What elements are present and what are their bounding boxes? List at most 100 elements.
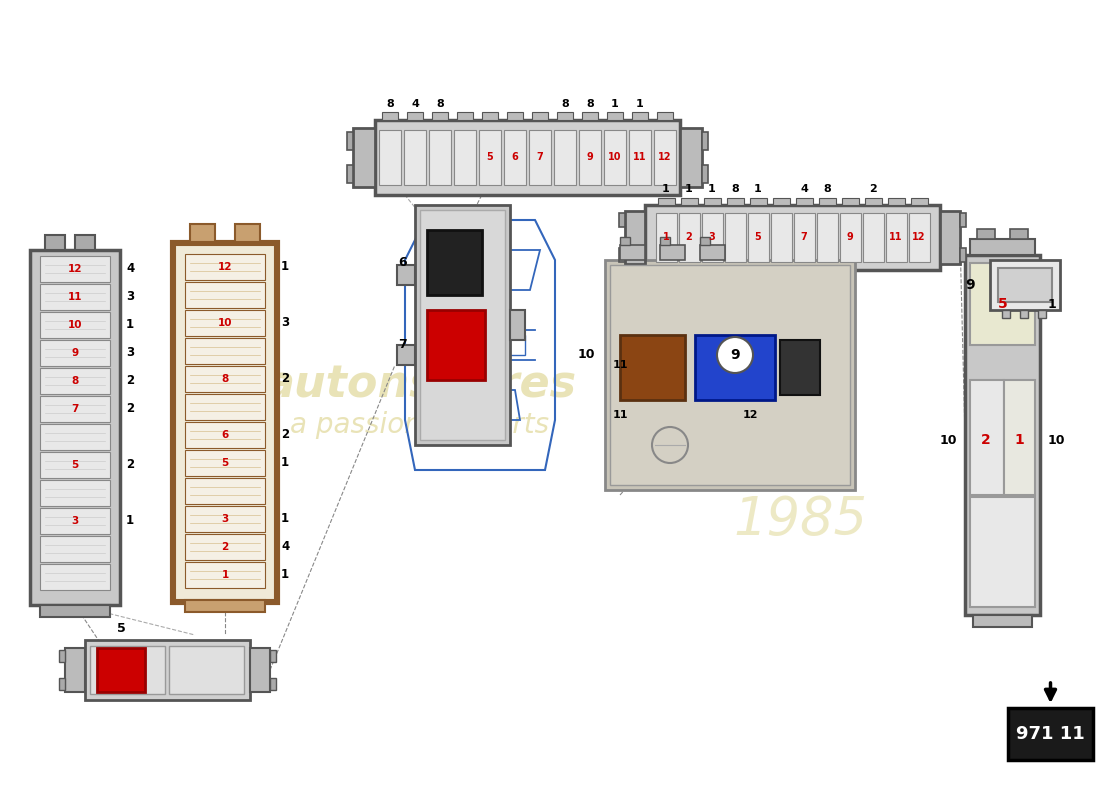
Bar — [579, 130, 601, 185]
Text: 1: 1 — [636, 99, 644, 109]
Bar — [842, 198, 858, 205]
Text: 1: 1 — [280, 457, 289, 470]
Text: 9: 9 — [586, 153, 593, 162]
Bar — [59, 678, 65, 690]
Bar — [911, 198, 927, 205]
Bar — [620, 335, 685, 400]
Text: 7: 7 — [72, 404, 79, 414]
Text: 1: 1 — [280, 513, 289, 526]
Text: a passion for parts: a passion for parts — [290, 411, 550, 439]
Bar — [695, 335, 776, 400]
Bar — [620, 245, 645, 260]
Bar — [40, 536, 110, 562]
Bar — [998, 268, 1052, 302]
Text: 11: 11 — [613, 410, 628, 420]
Text: 2: 2 — [221, 542, 229, 552]
Bar — [185, 450, 265, 476]
Bar — [582, 112, 598, 120]
Bar — [185, 394, 265, 420]
Text: 3: 3 — [126, 346, 134, 359]
Bar — [185, 600, 265, 612]
Text: 7: 7 — [537, 153, 543, 162]
Bar — [346, 132, 353, 150]
Bar — [375, 120, 680, 195]
Bar — [40, 424, 110, 450]
Text: 1: 1 — [1014, 433, 1024, 447]
Bar — [770, 213, 792, 262]
Bar — [510, 310, 525, 340]
Bar — [532, 112, 548, 120]
Bar — [726, 198, 744, 205]
Bar — [420, 210, 505, 440]
Bar — [40, 368, 110, 394]
Bar — [407, 112, 424, 120]
Bar — [660, 237, 670, 245]
Bar — [605, 260, 855, 490]
Bar — [620, 237, 630, 245]
Text: 8: 8 — [732, 184, 739, 194]
Bar — [1038, 310, 1046, 318]
Bar — [40, 284, 110, 310]
Bar — [795, 198, 813, 205]
Bar — [970, 497, 1035, 607]
Text: 11: 11 — [613, 360, 628, 370]
Bar — [839, 213, 860, 262]
Bar — [632, 112, 648, 120]
Text: 10: 10 — [578, 349, 595, 362]
Bar — [40, 396, 110, 422]
Bar — [270, 678, 276, 690]
Bar — [379, 130, 401, 185]
Text: 11: 11 — [889, 233, 903, 242]
Bar — [970, 263, 1035, 345]
Text: 2: 2 — [280, 373, 289, 386]
Bar — [974, 615, 1032, 627]
Bar — [557, 112, 573, 120]
Text: 5: 5 — [998, 297, 1008, 311]
Bar — [700, 237, 710, 245]
Text: 7: 7 — [398, 338, 407, 351]
Bar — [970, 380, 1003, 495]
Text: 10: 10 — [218, 318, 232, 328]
Bar — [185, 338, 265, 364]
Bar — [456, 112, 473, 120]
Text: 2: 2 — [980, 433, 990, 447]
Bar — [700, 245, 725, 260]
Text: 9: 9 — [847, 233, 854, 242]
Bar — [353, 128, 375, 187]
Bar — [185, 506, 265, 532]
Bar — [1010, 229, 1028, 239]
Bar — [1020, 310, 1028, 318]
Text: 1: 1 — [612, 99, 619, 109]
Text: 12: 12 — [742, 410, 758, 420]
Bar — [960, 213, 966, 227]
Bar — [657, 112, 673, 120]
Bar — [75, 235, 95, 250]
Bar — [65, 648, 85, 692]
Bar — [772, 198, 790, 205]
Text: 5: 5 — [486, 153, 494, 162]
Bar — [554, 130, 576, 185]
Text: 11: 11 — [68, 292, 82, 302]
Bar — [185, 422, 265, 448]
Bar — [397, 345, 415, 365]
Bar — [185, 534, 265, 560]
Text: 1: 1 — [755, 184, 762, 194]
Text: 9: 9 — [72, 348, 78, 358]
Text: 6: 6 — [398, 255, 407, 269]
Bar — [429, 130, 451, 185]
Bar — [185, 254, 265, 280]
Bar — [185, 310, 265, 336]
Bar — [886, 213, 906, 262]
Text: 1: 1 — [662, 184, 670, 194]
Bar — [940, 211, 960, 264]
Text: 8: 8 — [436, 99, 444, 109]
Bar — [529, 130, 551, 185]
Text: 3: 3 — [72, 516, 78, 526]
Bar — [40, 564, 110, 590]
Bar — [1008, 708, 1093, 760]
Text: 8: 8 — [72, 376, 78, 386]
Text: 2: 2 — [126, 374, 134, 387]
Text: 2: 2 — [280, 429, 289, 442]
Bar — [190, 224, 214, 242]
Text: 8: 8 — [586, 99, 594, 109]
